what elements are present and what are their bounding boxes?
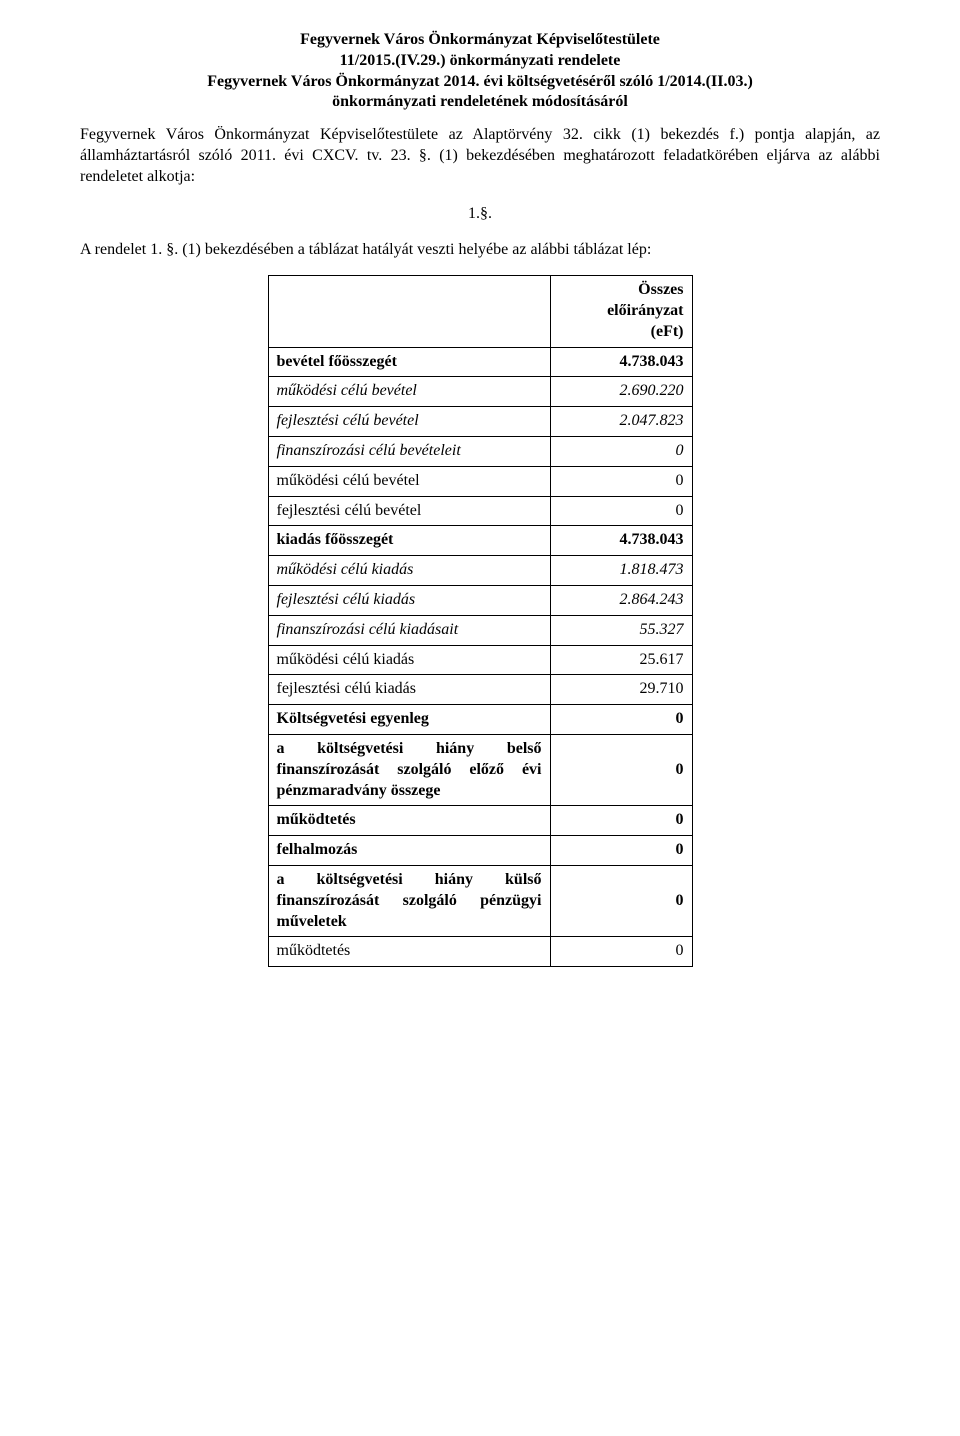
row-value: 0 — [550, 865, 692, 936]
header-cell: Összes előirányzat (eFt) — [550, 276, 692, 347]
table-row: működtetés0 — [268, 937, 692, 967]
table-row: bevétel főösszegét4.738.043 — [268, 347, 692, 377]
row-value: 0 — [550, 466, 692, 496]
table-header-row: Összes előirányzat (eFt) — [268, 276, 692, 347]
row-value: 0 — [550, 496, 692, 526]
table-row: felhalmozás0 — [268, 836, 692, 866]
row-label: fejlesztési célú bevétel — [268, 496, 550, 526]
row-value: 1.818.473 — [550, 556, 692, 586]
paragraph-1: Fegyvernek Város Önkormányzat Képviselőt… — [80, 125, 880, 187]
row-value: 25.617 — [550, 645, 692, 675]
row-label: fejlesztési célú kiadás — [268, 675, 550, 705]
table-row: működési célú kiadás25.617 — [268, 645, 692, 675]
table-row: fejlesztési célú bevétel0 — [268, 496, 692, 526]
row-label: fejlesztési célú bevétel — [268, 407, 550, 437]
row-value: 2.690.220 — [550, 377, 692, 407]
row-value: 4.738.043 — [550, 526, 692, 556]
title-line-3: Fegyvernek Város Önkormányzat 2014. évi … — [80, 72, 880, 93]
table-row: fejlesztési célú bevétel2.047.823 — [268, 407, 692, 437]
table-row: kiadás főösszegét4.738.043 — [268, 526, 692, 556]
paragraph-2: A rendelet 1. §. (1) bekezdésében a tábl… — [80, 240, 880, 261]
row-value: 2.864.243 — [550, 585, 692, 615]
row-value: 55.327 — [550, 615, 692, 645]
table-row: a költségvetési hiány belső finanszírozá… — [268, 734, 692, 805]
table-row: működtetés0 — [268, 806, 692, 836]
table-row: finanszírozási célú kiadásait55.327 — [268, 615, 692, 645]
header-unit: (eFt) — [559, 322, 684, 343]
row-label: működési célú bevétel — [268, 377, 550, 407]
row-label: bevétel főösszegét — [268, 347, 550, 377]
row-label: működtetés — [268, 937, 550, 967]
row-label: működési célú kiadás — [268, 645, 550, 675]
row-label: a költségvetési hiány külső finanszírozá… — [268, 865, 550, 936]
row-label: kiadás főösszegét — [268, 526, 550, 556]
table-row: Költségvetési egyenleg0 — [268, 705, 692, 735]
row-label: működési célú bevétel — [268, 466, 550, 496]
row-value: 2.047.823 — [550, 407, 692, 437]
title-line-2: 11/2015.(IV.29.) önkormányzati rendelete — [80, 51, 880, 72]
row-label: Költségvetési egyenleg — [268, 705, 550, 735]
row-value: 4.738.043 — [550, 347, 692, 377]
header-empty-cell — [268, 276, 550, 347]
row-value: 0 — [550, 705, 692, 735]
table-row: működési célú bevétel2.690.220 — [268, 377, 692, 407]
row-label: finanszírozási célú bevételeit — [268, 436, 550, 466]
row-value: 0 — [550, 836, 692, 866]
header-title: Összes előirányzat — [559, 280, 684, 322]
row-label: működtetés — [268, 806, 550, 836]
table-row: finanszírozási célú bevételeit0 — [268, 436, 692, 466]
table-row: működési célú kiadás1.818.473 — [268, 556, 692, 586]
row-value: 0 — [550, 937, 692, 967]
row-value: 0 — [550, 436, 692, 466]
title-line-1: Fegyvernek Város Önkormányzat Képviselőt… — [80, 30, 880, 51]
row-value: 0 — [550, 734, 692, 805]
row-value: 0 — [550, 806, 692, 836]
table-row: a költségvetési hiány külső finanszírozá… — [268, 865, 692, 936]
row-label: a költségvetési hiány belső finanszírozá… — [268, 734, 550, 805]
row-label: fejlesztési célú kiadás — [268, 585, 550, 615]
section-number: 1.§. — [80, 204, 880, 225]
budget-table: Összes előirányzat (eFt) bevétel főössze… — [268, 275, 693, 967]
table-row: működési célú bevétel0 — [268, 466, 692, 496]
row-value: 29.710 — [550, 675, 692, 705]
row-label: finanszírozási célú kiadásait — [268, 615, 550, 645]
title-line-4: önkormányzati rendeletének módosításáról — [80, 92, 880, 113]
row-label: felhalmozás — [268, 836, 550, 866]
row-label: működési célú kiadás — [268, 556, 550, 586]
table-row: fejlesztési célú kiadás29.710 — [268, 675, 692, 705]
table-row: fejlesztési célú kiadás2.864.243 — [268, 585, 692, 615]
